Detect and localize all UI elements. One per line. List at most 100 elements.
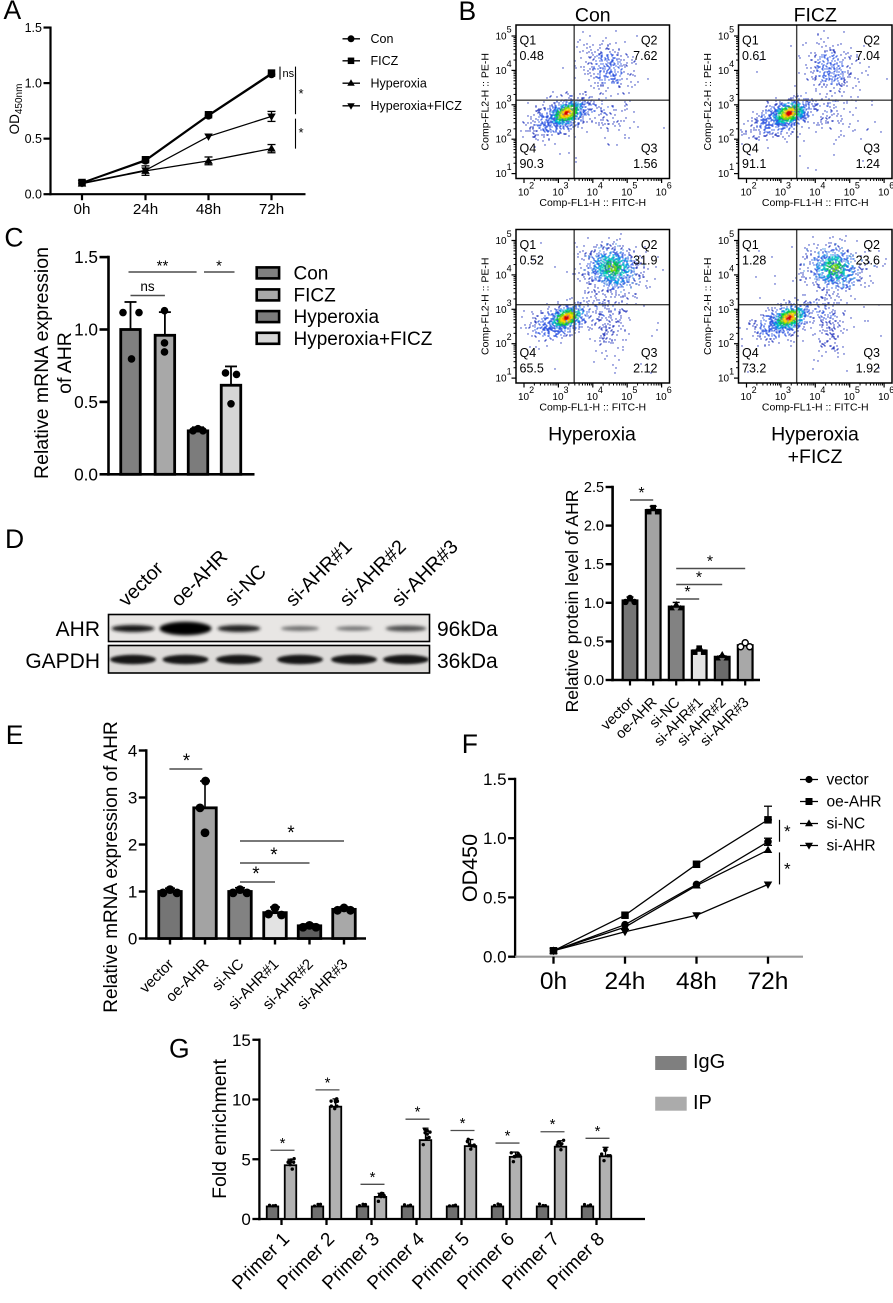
svg-text:Q4: Q4 xyxy=(520,142,537,156)
svg-text:1.92: 1.92 xyxy=(856,362,880,376)
svg-text:101: 101 xyxy=(718,162,734,180)
svg-text:*: * xyxy=(299,86,304,101)
svg-text:Q3: Q3 xyxy=(641,346,658,360)
svg-text:Comp-FL2-H :: PE-H: Comp-FL2-H :: PE-H xyxy=(480,258,492,355)
svg-text:101: 101 xyxy=(496,162,512,180)
svg-text:C: C xyxy=(4,223,23,253)
svg-text:106: 106 xyxy=(656,385,672,403)
svg-text:1.0: 1.0 xyxy=(584,596,604,612)
svg-text:0.48: 0.48 xyxy=(520,49,544,63)
svg-text:Comp-FL1-H :: FITC-H: Comp-FL1-H :: FITC-H xyxy=(539,402,646,414)
svg-text:Q4: Q4 xyxy=(520,346,537,360)
svg-text:Con: Con xyxy=(575,5,611,27)
svg-text:0.5: 0.5 xyxy=(74,392,98,412)
svg-text:7.04: 7.04 xyxy=(856,49,880,63)
svg-text:105: 105 xyxy=(718,25,734,43)
svg-text:*: * xyxy=(287,823,295,844)
svg-text:Q1: Q1 xyxy=(742,238,759,252)
svg-text:0.0: 0.0 xyxy=(74,464,98,484)
svg-text:G: G xyxy=(169,1034,190,1064)
svg-text:Hyperoxia: Hyperoxia xyxy=(771,424,859,446)
svg-text:31.9: 31.9 xyxy=(633,254,657,268)
svg-text:Hyperoxia: Hyperoxia xyxy=(294,307,380,328)
svg-text:104: 104 xyxy=(496,263,512,281)
svg-text:*: * xyxy=(370,1169,376,1186)
svg-text:*: * xyxy=(595,1123,601,1140)
svg-text:1.0: 1.0 xyxy=(74,320,98,340)
svg-text:+FICZ: +FICZ xyxy=(788,446,843,468)
svg-text:*: * xyxy=(280,1135,286,1152)
svg-text:65.5: 65.5 xyxy=(520,362,544,376)
svg-text:FICZ: FICZ xyxy=(294,285,337,306)
svg-text:103: 103 xyxy=(552,181,568,199)
svg-text:*: * xyxy=(696,570,702,587)
svg-text:105: 105 xyxy=(496,229,512,247)
svg-text:36kDa: 36kDa xyxy=(437,650,498,673)
svg-text:Relative mRNA expression: Relative mRNA expression xyxy=(31,247,53,479)
svg-text:Q4: Q4 xyxy=(742,346,759,360)
svg-text:1.5: 1.5 xyxy=(74,247,98,267)
svg-text:*: * xyxy=(415,1104,421,1121)
svg-text:106: 106 xyxy=(656,181,672,199)
svg-text:48h: 48h xyxy=(196,201,221,218)
svg-text:0: 0 xyxy=(128,930,137,949)
svg-text:72h: 72h xyxy=(748,968,789,995)
svg-text:103: 103 xyxy=(552,385,568,403)
svg-text:0.52: 0.52 xyxy=(520,254,544,268)
svg-text:*: * xyxy=(784,822,791,841)
svg-text:Con: Con xyxy=(371,32,394,46)
svg-text:1.56: 1.56 xyxy=(633,157,657,171)
svg-text:Hyperoxia+FICZ: Hyperoxia+FICZ xyxy=(371,99,463,113)
svg-text:Q2: Q2 xyxy=(863,34,880,48)
svg-text:10: 10 xyxy=(232,1091,251,1110)
svg-text:90.3: 90.3 xyxy=(520,157,544,171)
svg-text:Comp-FL2-H :: PE-H: Comp-FL2-H :: PE-H xyxy=(480,53,492,150)
svg-text:Q2: Q2 xyxy=(641,238,658,252)
svg-text:Relative mRNA expression of AH: Relative mRNA expression of AHR xyxy=(101,721,122,1012)
svg-text:102: 102 xyxy=(741,385,757,403)
svg-text:Q3: Q3 xyxy=(863,142,880,156)
svg-text:103: 103 xyxy=(775,385,791,403)
svg-text:*: * xyxy=(252,864,260,885)
svg-text:104: 104 xyxy=(809,181,825,199)
svg-text:*: * xyxy=(325,1074,331,1091)
svg-text:*: * xyxy=(638,485,644,502)
svg-text:1.0: 1.0 xyxy=(25,77,42,91)
svg-text:105: 105 xyxy=(621,181,637,199)
svg-text:OD450nm: OD450nm xyxy=(7,84,25,135)
svg-text:105: 105 xyxy=(844,385,860,403)
svg-text:Q3: Q3 xyxy=(641,142,658,156)
svg-text:7.62: 7.62 xyxy=(633,49,657,63)
svg-text:AHR: AHR xyxy=(56,618,100,641)
svg-text:1.5: 1.5 xyxy=(483,770,507,789)
svg-text:102: 102 xyxy=(718,128,734,146)
svg-text:*: * xyxy=(684,584,690,601)
svg-text:*: * xyxy=(707,554,713,571)
svg-text:E: E xyxy=(6,720,24,750)
svg-text:2: 2 xyxy=(128,836,137,855)
svg-text:15: 15 xyxy=(232,1031,251,1050)
svg-text:Q1: Q1 xyxy=(742,34,759,48)
svg-text:Hyperoxia: Hyperoxia xyxy=(371,77,427,91)
svg-text:105: 105 xyxy=(621,385,637,403)
svg-text:Q3: Q3 xyxy=(863,346,880,360)
svg-text:102: 102 xyxy=(496,332,512,350)
svg-text:Comp-FL1-H :: FITC-H: Comp-FL1-H :: FITC-H xyxy=(762,197,869,209)
svg-text:24h: 24h xyxy=(605,968,646,995)
svg-text:D: D xyxy=(5,524,24,554)
svg-text:Comp-FL1-H :: FITC-H: Comp-FL1-H :: FITC-H xyxy=(762,402,869,414)
svg-text:1.0: 1.0 xyxy=(483,829,507,848)
svg-text:105: 105 xyxy=(496,25,512,43)
svg-text:oe-AHR: oe-AHR xyxy=(167,546,232,611)
svg-text:ns: ns xyxy=(140,279,155,294)
svg-text:102: 102 xyxy=(496,128,512,146)
svg-text:104: 104 xyxy=(496,59,512,77)
svg-text:vector: vector xyxy=(114,557,168,611)
svg-text:72h: 72h xyxy=(259,201,284,218)
svg-text:*: * xyxy=(460,1115,466,1132)
svg-text:Q2: Q2 xyxy=(641,34,658,48)
svg-text:GAPDH: GAPDH xyxy=(25,650,100,673)
svg-text:24h: 24h xyxy=(133,201,158,218)
svg-text:48h: 48h xyxy=(676,968,717,995)
svg-text:103: 103 xyxy=(775,181,791,199)
